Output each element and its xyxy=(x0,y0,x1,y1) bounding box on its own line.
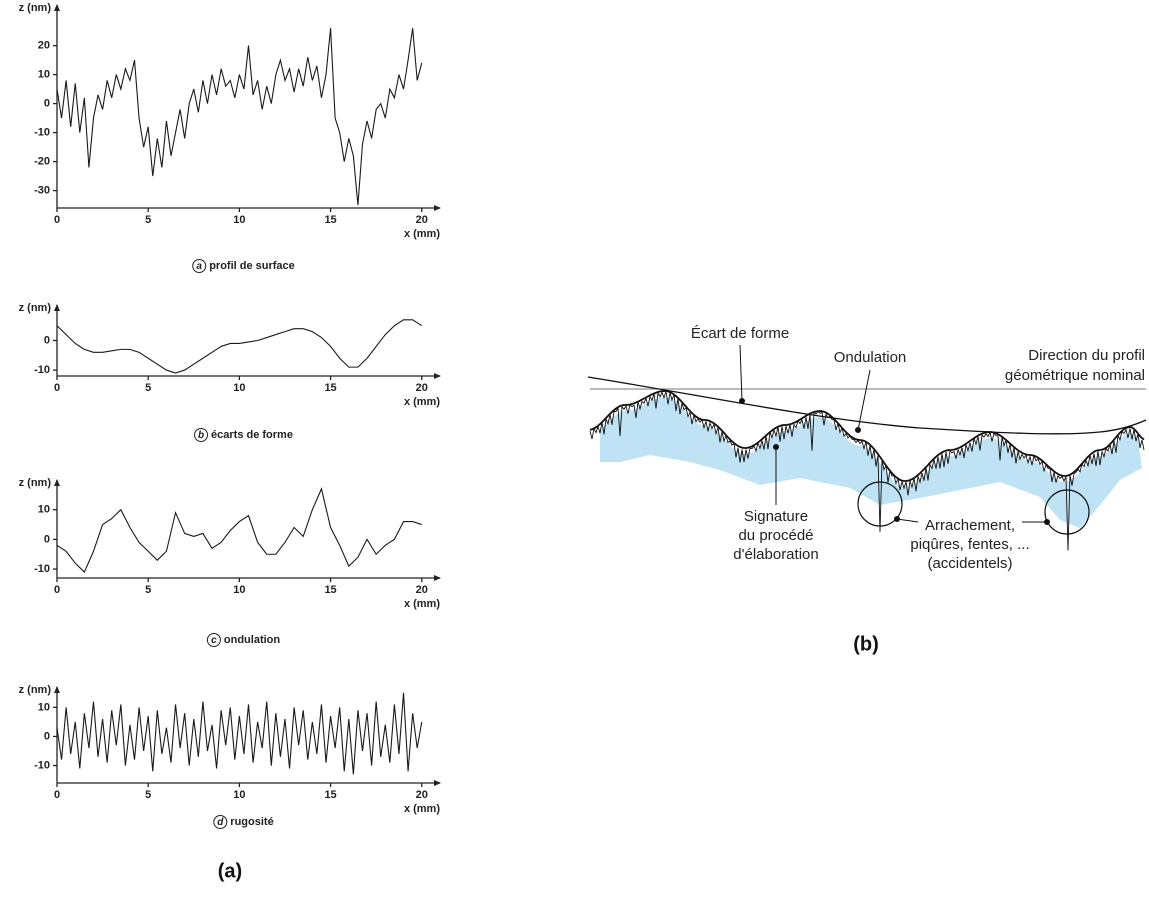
x-tick-label: 15 xyxy=(324,382,336,394)
x-tick-label: 10 xyxy=(233,214,245,226)
y-tick-label: -10 xyxy=(34,759,50,771)
y-tick-label: 10 xyxy=(38,69,50,81)
y-tick-label: 0 xyxy=(44,533,50,545)
y-axis-label: z (nm) xyxy=(19,302,52,314)
label: du procédé xyxy=(738,527,813,544)
label: Ondulation xyxy=(834,349,907,366)
x-tick-label: 5 xyxy=(145,789,151,801)
x-axis-label: x (mm) xyxy=(404,396,440,408)
x-tick-label: 15 xyxy=(324,584,336,596)
y-tick-label: -10 xyxy=(34,364,50,376)
y-tick-label: -30 xyxy=(34,185,50,197)
caption-letter: a xyxy=(196,261,202,272)
x-tick-label: 0 xyxy=(54,214,60,226)
series-line xyxy=(57,693,422,774)
x-tick-label: 5 xyxy=(145,584,151,596)
caption-letter: b xyxy=(198,430,204,441)
y-tick-label: 0 xyxy=(44,98,50,110)
x-tick-label: 10 xyxy=(233,789,245,801)
y-axis-label: z (nm) xyxy=(19,684,52,696)
x-axis-label: x (mm) xyxy=(404,803,440,815)
x-tick-label: 0 xyxy=(54,584,60,596)
x-axis-label: x (mm) xyxy=(404,598,440,610)
caption: ondulation xyxy=(224,634,280,646)
x-tick-label: 15 xyxy=(324,214,336,226)
y-tick-label: -10 xyxy=(34,127,50,139)
label: Écart de forme xyxy=(691,325,789,342)
series-line xyxy=(57,489,422,572)
x-tick-label: 20 xyxy=(416,789,428,801)
x-tick-label: 15 xyxy=(324,789,336,801)
label: (accidentels) xyxy=(927,555,1012,572)
y-tick-label: -10 xyxy=(34,563,50,575)
label: piqûres, fentes, ... xyxy=(910,536,1029,553)
x-tick-label: 20 xyxy=(416,382,428,394)
y-tick-label: 0 xyxy=(44,334,50,346)
label: Direction du profil xyxy=(1028,347,1145,364)
y-tick-label: -20 xyxy=(34,156,50,168)
series-line xyxy=(57,28,422,205)
caption: profil de surface xyxy=(209,260,295,272)
y-tick-label: 0 xyxy=(44,730,50,742)
caption: rugosité xyxy=(230,816,273,828)
label: géométrique nominal xyxy=(1005,367,1145,384)
x-tick-label: 10 xyxy=(233,382,245,394)
diagram: Écart de forme Ondulation Direction du p… xyxy=(588,325,1146,572)
y-tick-label: 10 xyxy=(38,701,50,713)
x-tick-label: 5 xyxy=(145,382,151,394)
x-tick-label: 0 xyxy=(54,789,60,801)
x-tick-label: 0 xyxy=(54,382,60,394)
label: Signature xyxy=(744,508,808,525)
label: Arrachement, xyxy=(925,517,1015,534)
charts: 0 5 10 15 20 -30 -20 -10 0 10 20 z (nm) x (mm) profil… xyxy=(19,2,441,829)
x-tick-label: 5 xyxy=(145,214,151,226)
x-tick-label: 20 xyxy=(416,584,428,596)
caption-letter: c xyxy=(211,635,217,646)
x-tick-label: 10 xyxy=(233,584,245,596)
caption: écarts de forme xyxy=(211,429,293,441)
panel-label: (a) xyxy=(218,860,242,882)
label: d'élaboration xyxy=(733,546,818,563)
y-axis-label: z (nm) xyxy=(19,477,52,489)
x-tick-label: 20 xyxy=(416,214,428,226)
y-axis-label: z (nm) xyxy=(19,2,52,14)
panel-label: (b) xyxy=(853,633,879,655)
series-line xyxy=(57,320,422,373)
x-axis-label: x (mm) xyxy=(404,228,440,240)
figure: 0 5 10 15 20 -30 -20 -10 0 10 20 z (nm) x (mm) profil… xyxy=(0,0,1149,906)
y-tick-label: 20 xyxy=(38,40,50,52)
y-tick-label: 10 xyxy=(38,504,50,516)
caption-letter: d xyxy=(217,817,224,828)
material-area xyxy=(600,397,1142,528)
